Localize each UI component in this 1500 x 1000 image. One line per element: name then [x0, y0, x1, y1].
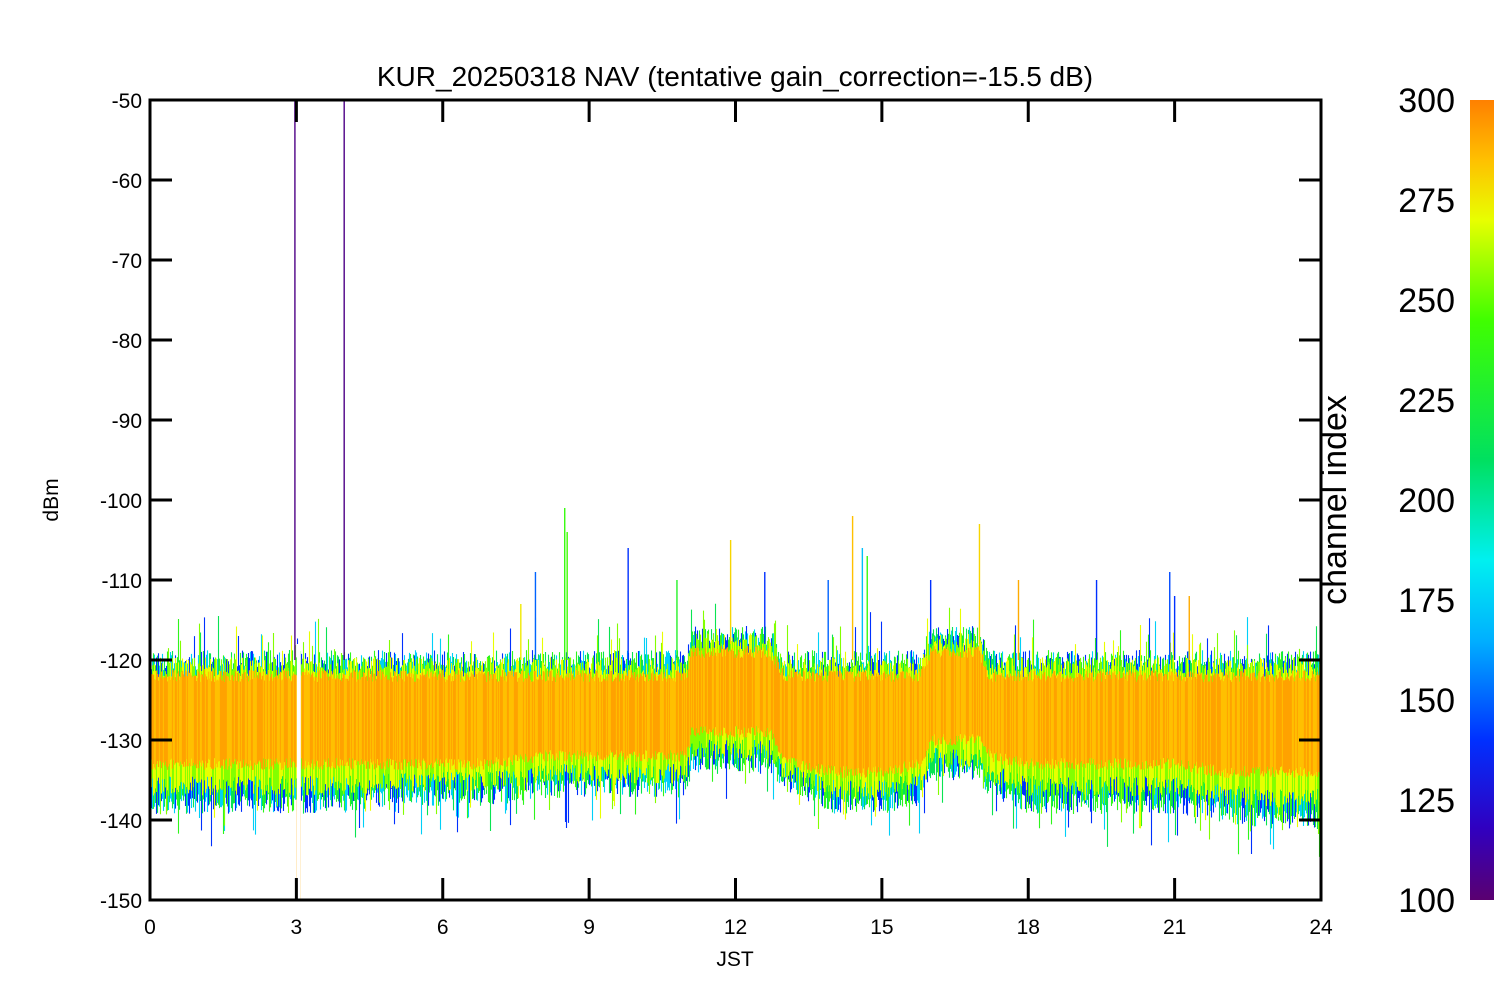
y-tick-label: -80: [112, 330, 142, 353]
x-tick-label: 12: [724, 916, 747, 939]
y-tick-label: -120: [100, 650, 142, 673]
y-tick-label: -150: [100, 890, 142, 913]
colorbar-ticks: 300 275 250 225 200 175 150 125 100: [1398, 82, 1455, 920]
colorbar-tick-label: 200: [1398, 482, 1455, 520]
y-tick-label: -110: [102, 570, 142, 593]
colorbar-tick-label: 275: [1398, 182, 1455, 220]
band-layer-2: [150, 646, 1321, 778]
x-tick-label: 0: [144, 916, 156, 939]
chart-title: KUR_20250318 NAV (tentative gain_correct…: [377, 61, 1093, 92]
colorbar-tick-label: 100: [1398, 882, 1455, 920]
data-gap-0: [296, 644, 301, 900]
y-tick-label: -140: [100, 810, 142, 833]
x-tick-label: 9: [583, 916, 595, 939]
y-tick-label: -100: [100, 490, 142, 513]
x-tick-label: 18: [1017, 916, 1040, 939]
x-tick-label: 24: [1309, 916, 1333, 939]
x-tick-label: 6: [437, 916, 449, 939]
colorbar-tick-label: 300: [1398, 82, 1455, 120]
y-tick-label: -130: [100, 730, 142, 753]
y-tick-label: -50: [112, 90, 142, 113]
colorbar-tick-label: 225: [1398, 382, 1455, 420]
y-axis-ticks: -50 -60 -70 -80 -90 -100 -110 -120 -130 -140 -150: [100, 90, 1321, 913]
y-tick-label: -60: [112, 170, 142, 193]
x-tick-label: 3: [291, 916, 303, 939]
x-axis-label: JST: [716, 948, 754, 971]
x-tick-label: 15: [870, 916, 893, 939]
colorbar: [1470, 100, 1494, 900]
colorbar-tick-label: 175: [1398, 582, 1455, 620]
signal-band: [150, 603, 1321, 857]
x-axis-ticks: 0 3 6 9 12 15 18 21 24: [144, 100, 1333, 939]
data-gaps: [296, 644, 301, 900]
colorbar-tick-label: 150: [1398, 682, 1455, 720]
y-tick-label: -70: [112, 250, 142, 273]
colorbar-label: channel index: [1316, 395, 1354, 605]
x-tick-label: 21: [1163, 916, 1186, 939]
colorbar-tick-label: 125: [1398, 782, 1455, 820]
y-axis-label: dBm: [40, 478, 63, 521]
colorbar-tick-label: 250: [1398, 282, 1455, 320]
y-tick-label: -90: [112, 410, 142, 433]
